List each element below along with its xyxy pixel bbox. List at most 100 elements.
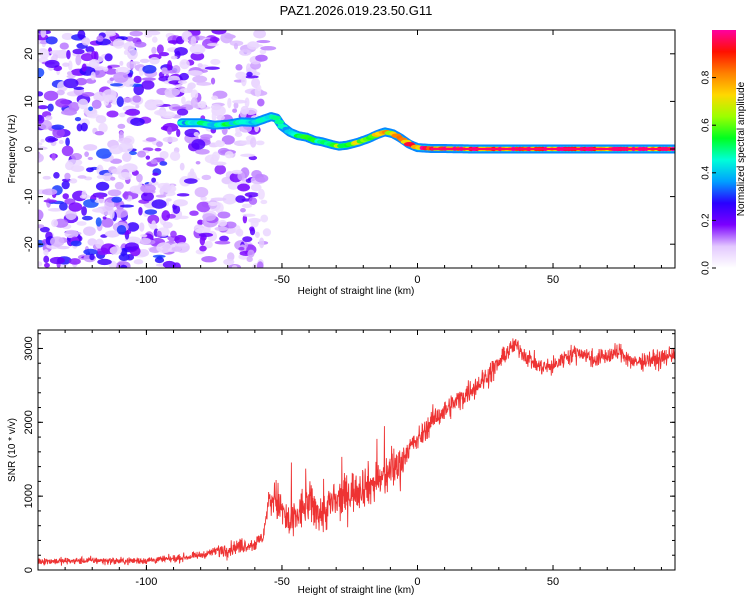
spectrogram-speckle: [199, 235, 206, 246]
spectrogram-speckle: [154, 147, 162, 152]
colorbar-label: Normalized spectral amplitude: [736, 81, 747, 216]
spectrogram-speckle: [119, 60, 124, 66]
spectrogram-speckle: [61, 178, 72, 182]
spectrogram-speckle: [141, 77, 156, 81]
spectrogram-speckle: [190, 97, 198, 108]
spectrogram-speckle: [156, 255, 163, 260]
spectrogram-speckle: [257, 188, 265, 200]
spectrogram-speckle: [149, 57, 160, 65]
spectrogram-speckle: [177, 80, 188, 85]
spectrogram-speckle: [141, 80, 155, 90]
spectrogram-speckle: [244, 97, 250, 108]
spectrogram-speckle: [83, 144, 98, 151]
spectrogram-speckle: [95, 238, 104, 249]
spectrogram-speckle: [67, 60, 73, 71]
snr-y-axis-label: SNR (10 * v/v): [7, 418, 18, 482]
spectrogram-speckle: [195, 148, 210, 155]
spectrogram-speckle: [103, 66, 109, 72]
spectrogram-speckle: [254, 231, 260, 238]
spectrogram-speckle: [61, 145, 74, 157]
spectrogram-speckle: [74, 117, 82, 122]
spectrogram-speckle: [123, 191, 129, 200]
spectrogram-speckle: [110, 83, 124, 87]
spectrogram-speckle: [43, 249, 49, 256]
spectrogram-speckle: [176, 108, 189, 116]
spectrogram-speckle: [248, 43, 263, 48]
spectrogram-speckle: [227, 181, 240, 190]
spectrogram-speckle: [147, 214, 160, 225]
spectrogram-speckle: [42, 175, 51, 180]
spectrogram-speckle: [209, 36, 220, 43]
spectrogram-speckle: [43, 90, 59, 101]
spectrogram-speckle: [126, 222, 140, 232]
spectrogram-speckle: [159, 150, 169, 160]
spectrogram-speckle: [162, 136, 179, 143]
spectrogram-speckle: [88, 106, 94, 112]
spectrogram-speckle: [259, 49, 267, 55]
spectrogram-speckle: [196, 201, 211, 213]
spectrogram-speckle: [75, 54, 82, 66]
spectrogram-speckle: [126, 61, 137, 69]
spectrogram-speckle: [240, 153, 256, 158]
spectrogram-speckle: [140, 234, 148, 238]
snr-y-tick-label: 2000: [23, 410, 35, 434]
spectrogram-speckle: [221, 135, 235, 145]
spectrogram-speckle: [38, 67, 45, 78]
spectrogram-speckle: [253, 71, 261, 76]
spectrogram-speckle: [150, 159, 158, 165]
spectrogram-speckle: [96, 148, 112, 159]
spectrogram-speckle: [176, 128, 181, 138]
spectrogram-speckle: [117, 123, 126, 129]
spectrogram-speckle: [51, 124, 65, 130]
spectrogram-y-tick-label: 0: [23, 146, 35, 152]
spectrogram-speckle: [77, 30, 86, 40]
spectrogram-speckle: [133, 259, 144, 265]
spectrogram-speckle: [250, 183, 262, 192]
spectrogram-speckle: [176, 215, 189, 220]
spectrogram-speckle: [94, 198, 108, 204]
spectrogram-speckle: [109, 246, 122, 255]
spectrogram-speckle: [83, 226, 96, 236]
spectrogram-speckle: [233, 42, 239, 50]
spectrogram-speckle: [218, 219, 228, 227]
spectrogram-speckle: [134, 41, 147, 48]
spectrogram-speckle: [118, 142, 134, 153]
spectrogram-speckle: [56, 245, 70, 250]
spectrogram-speckle: [232, 99, 248, 104]
spectrogram-speckle: [240, 207, 246, 213]
spectrogram-speckle: [45, 115, 53, 121]
spectrogram-speckle: [77, 98, 89, 110]
snr-x-tick-label: -50: [274, 576, 290, 588]
spectrogram-speckle: [116, 96, 124, 108]
spectrogram-speckle: [44, 59, 60, 69]
spectrogram-speckle: [96, 35, 104, 42]
spectrogram-speckle: [139, 237, 152, 245]
spectrogram-speckle: [116, 224, 127, 235]
colorbar-tick-label: 0.2: [701, 213, 712, 227]
snr-series-line: [38, 338, 675, 566]
spectrogram-speckle: [186, 84, 193, 93]
spectrogram-speckle: [239, 49, 252, 56]
spectrogram-speckle: [139, 58, 150, 63]
spectrogram-speckle: [94, 208, 103, 213]
spectrogram-speckle: [169, 151, 181, 161]
spectrogram-speckle: [204, 154, 219, 164]
spectrogram-speckle: [167, 60, 173, 72]
spectrogram-speckle: [38, 142, 43, 146]
spectrogram-speckle: [246, 71, 253, 77]
spectrogram-speckle: [260, 45, 277, 51]
spectrogram-speckle: [250, 137, 257, 148]
spectrogram-speckle: [231, 265, 238, 268]
spectrogram-speckle: [192, 75, 208, 83]
spectrogram-speckle: [216, 115, 226, 121]
spectrogram-speckle: [68, 202, 83, 212]
spectrogram-speckle: [161, 69, 171, 75]
snr-y-tick-label: 0: [23, 567, 35, 573]
snr-y-tick-label: 3000: [23, 336, 35, 360]
spectrogram-speckle: [249, 226, 255, 232]
spectrogram-speckle: [164, 87, 181, 97]
spectrogram-speckle: [256, 39, 271, 44]
